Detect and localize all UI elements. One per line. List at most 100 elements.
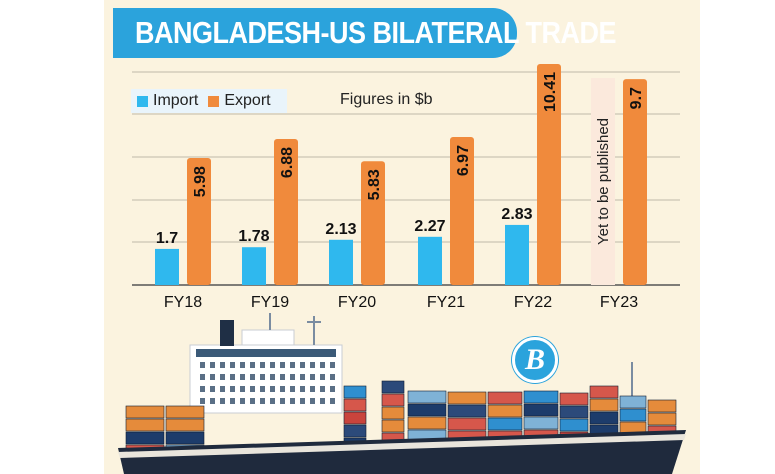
bar-export	[537, 64, 561, 285]
cargo-container	[407, 390, 447, 404]
chart-value-labels: 1.7 5.98 1.78 6.88 2.13 5.83 2.27 6.97 2.83 10.41…	[156, 72, 645, 247]
ship-porthole	[260, 374, 265, 380]
data-label-export: 6.88	[279, 147, 296, 178]
legend-swatch-import	[137, 95, 148, 107]
ship-porthole	[200, 398, 205, 404]
data-label-export: 10.41	[542, 72, 559, 112]
ship-porthole	[230, 362, 235, 368]
cargo-container	[343, 411, 367, 425]
ship-porthole	[320, 362, 325, 368]
ship-porthole	[310, 374, 315, 380]
ship-porthole	[270, 362, 275, 368]
ship-porthole	[310, 362, 315, 368]
x-tick-label: FY21	[427, 294, 465, 311]
ship-porthole	[320, 398, 325, 404]
bar-export	[623, 79, 647, 286]
annotation-yet-to-be-published: Yet to be published	[595, 118, 612, 245]
ship-porthole	[210, 362, 215, 368]
cargo-container	[559, 392, 589, 406]
ship-porthole	[330, 362, 335, 368]
ship-porthole	[240, 374, 245, 380]
ship-porthole	[220, 374, 225, 380]
units-note: Figures in $b	[340, 91, 433, 108]
ship-porthole	[320, 374, 325, 380]
cargo-container	[407, 416, 447, 430]
legend-label-export: Export	[224, 92, 271, 109]
bar-export	[187, 158, 211, 285]
title-banner: BANGLADESH-US BILATERAL TRADE	[113, 8, 617, 58]
ship-porthole	[290, 398, 295, 404]
ship-porthole	[200, 362, 205, 368]
ship-porthole	[280, 374, 285, 380]
legend-item-export: Export	[208, 92, 271, 110]
data-label-import: 2.13	[325, 221, 356, 238]
cargo-container	[381, 380, 405, 394]
bar-placeholder-import	[591, 78, 615, 285]
cargo-container	[165, 405, 205, 419]
ship-porthole	[300, 362, 305, 368]
ship-porthole	[210, 374, 215, 380]
bar-import	[418, 236, 442, 285]
cargo-container	[165, 431, 205, 445]
bar-export	[361, 161, 385, 285]
ship-porthole	[290, 374, 295, 380]
x-tick-label: FY19	[251, 294, 289, 311]
legend-item-import: Import	[137, 92, 198, 110]
cargo-container	[559, 418, 589, 432]
ship-porthole	[310, 386, 315, 392]
ship-porthole	[250, 398, 255, 404]
ship-porthole	[230, 386, 235, 392]
ship-porthole	[240, 398, 245, 404]
legend-label-import: Import	[153, 92, 199, 109]
ship-porthole	[310, 398, 315, 404]
bar-export	[274, 138, 298, 285]
cargo-container	[381, 393, 405, 407]
ship-porthole	[230, 398, 235, 404]
x-tick-label: FY23	[600, 294, 638, 311]
data-label-import: 1.78	[238, 228, 269, 245]
ship-bridge-windows	[196, 349, 336, 357]
data-label-import: 2.83	[501, 206, 532, 223]
ship-porthole	[240, 362, 245, 368]
ship-porthole	[250, 362, 255, 368]
ship-porthole	[270, 398, 275, 404]
bar-import	[329, 239, 353, 285]
cargo-container	[125, 418, 165, 432]
ship-porthole	[300, 386, 305, 392]
data-label-export: 6.97	[455, 145, 472, 176]
ship-porthole	[250, 386, 255, 392]
ship-porthole	[220, 398, 225, 404]
chart-legend: Import Export	[131, 89, 287, 113]
cargo-container	[447, 391, 487, 405]
cargo-container	[619, 395, 647, 409]
ship-hull-stripe	[118, 434, 686, 458]
ship-porthole	[230, 374, 235, 380]
cargo-container	[589, 385, 619, 399]
ship-porthole	[250, 374, 255, 380]
legend-swatch-export	[208, 95, 220, 107]
ship-funnel	[220, 320, 234, 346]
ship-porthole	[260, 362, 265, 368]
cargo-container	[523, 403, 559, 417]
data-label-export: 9.7	[628, 87, 645, 109]
cargo-container	[589, 411, 619, 425]
cargo-container	[343, 424, 367, 438]
publication-logo-icon: B	[512, 337, 558, 383]
cargo-container	[447, 404, 487, 418]
cargo-container	[523, 416, 559, 430]
ship-porthole	[320, 386, 325, 392]
cargo-container	[589, 398, 619, 412]
bar-import	[505, 224, 529, 285]
cargo-container	[407, 403, 447, 417]
cargo-container	[647, 399, 677, 413]
bar-import	[242, 247, 266, 285]
ship-porthole	[220, 386, 225, 392]
bar-export	[450, 137, 474, 285]
cargo-container	[447, 417, 487, 431]
cargo-container	[487, 404, 523, 418]
ship-porthole	[260, 398, 265, 404]
ship-porthole	[260, 386, 265, 392]
cargo-container	[487, 417, 523, 431]
data-label-export: 5.83	[366, 169, 383, 200]
